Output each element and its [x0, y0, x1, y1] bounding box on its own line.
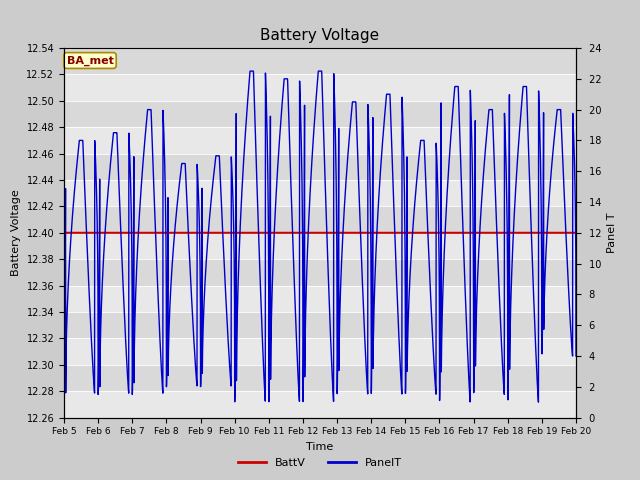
Text: BA_met: BA_met [67, 55, 113, 66]
Title: Battery Voltage: Battery Voltage [260, 28, 380, 43]
Bar [64, 74, 576, 101]
Bar [64, 338, 576, 365]
Bar [64, 391, 576, 418]
Bar [64, 286, 576, 312]
Bar [64, 180, 576, 206]
Y-axis label: Battery Voltage: Battery Voltage [11, 190, 21, 276]
X-axis label: Time: Time [307, 442, 333, 452]
Bar [64, 233, 576, 259]
Legend: BattV, PanelT: BattV, PanelT [234, 453, 406, 472]
Bar [64, 127, 576, 154]
Y-axis label: Panel T: Panel T [607, 213, 617, 253]
